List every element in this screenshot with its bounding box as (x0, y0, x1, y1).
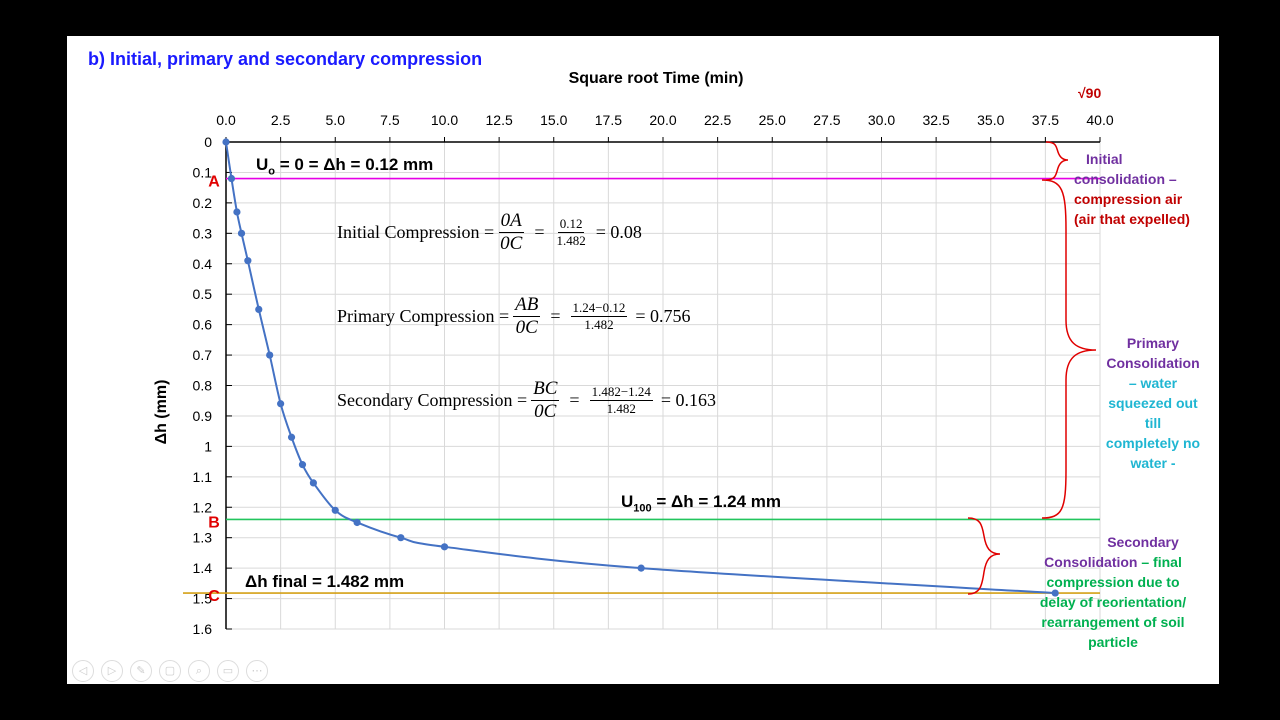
data-point (331, 506, 339, 514)
y-tick-label: 1.3 (193, 530, 213, 546)
x-tick-label: 25.0 (759, 112, 786, 128)
marker-letter-a: A (208, 174, 220, 191)
data-series (222, 138, 1059, 597)
x-tick-label: 10.0 (431, 112, 458, 128)
zoom-icon[interactable]: ⌕ (188, 660, 210, 682)
prev-icon[interactable]: ◁ (72, 660, 94, 682)
axis-labels: Square root Time (min) Δh (mm) √90 (153, 70, 1101, 444)
y-tick-label: 0 (204, 134, 212, 150)
data-point (440, 543, 449, 551)
slide-title: b) Initial, primary and secondary compre… (88, 49, 483, 69)
initial-consolidation-note: Initial consolidation – compression air … (1074, 151, 1190, 227)
data-point (222, 138, 230, 146)
x-tick-label: 27.5 (813, 112, 840, 128)
x-axis-label: Square root Time (min) (569, 70, 744, 87)
data-point (227, 174, 236, 183)
y-axis-label: Δh (mm) (153, 380, 170, 445)
secondary-compression-eq: Secondary Compression = BC 0C = 1.482−1.2… (337, 378, 717, 422)
primary-consolidation-note: Primary Consolidation – water squeezed o… (1105, 335, 1201, 471)
data-point (266, 351, 274, 359)
slides-icon[interactable]: ▢ (159, 660, 181, 682)
y-tick-label: 1.1 (193, 469, 213, 485)
chart-axes: 0.0 2.5 5.0 7.5 10.0 12.5 15.0 17.5 20.0 22.5 25.0… (193, 112, 1114, 637)
x-tick-label: 17.5 (595, 112, 622, 128)
y-tick-label: 1 (204, 438, 212, 454)
x-tick-label: 12.5 (486, 112, 513, 128)
reference-lines: A B C (183, 174, 1100, 605)
subtitle-icon[interactable]: ▭ (217, 660, 239, 682)
y-tick-label: 0.2 (193, 195, 213, 211)
y-tick-label: 1.5 (193, 591, 213, 607)
data-point (244, 257, 252, 265)
sqrt-90-label: √90 (1078, 85, 1101, 101)
data-point (287, 433, 296, 441)
data-point (255, 305, 263, 314)
slide-background (67, 36, 1219, 684)
marker-letter-c: C (208, 588, 220, 605)
next-icon[interactable]: ▷ (101, 660, 123, 682)
x-tick-label: 40.0 (1086, 112, 1113, 128)
y-tick-label: 0.4 (193, 256, 213, 272)
secondary-brace (967, 517, 1001, 595)
chart-grid (226, 142, 1101, 630)
y-tick-label: 0.6 (193, 317, 213, 333)
y-tick-label: 1.4 (193, 560, 213, 576)
u100-label: U100 = Δh = 1.24 mm (621, 492, 782, 515)
primary-brace (1041, 179, 1097, 519)
x-tick-label: 15.0 (540, 112, 567, 128)
secondary-consolidation-note: Secondary Consolidation – final compress… (1039, 534, 1187, 650)
data-point (237, 229, 246, 237)
data-point (233, 208, 241, 216)
x-tick-label: 32.5 (923, 112, 950, 128)
y-tick-label: 0.9 (193, 408, 213, 424)
data-point (637, 564, 645, 572)
initial-compression-eq: Initial Compression = 0A 0C = 0.12 1.482 =… (337, 210, 642, 254)
y-tick-label: 0.5 (193, 286, 213, 302)
y-tick-label: 1.6 (193, 621, 213, 637)
x-tick-label: 2.5 (271, 112, 291, 128)
x-tick-label: 35.0 (977, 112, 1004, 128)
u0-label: Uo = 0 = Δh = 0.12 mm (256, 155, 434, 178)
y-tick-label: 1.2 (193, 499, 213, 515)
braces (967, 141, 1097, 595)
primary-compression-eq: Primary Compression = AB 0C = 1.24−0.12 1.… (337, 294, 691, 338)
more-icon[interactable]: ⋯ (246, 660, 268, 682)
presentation-toolbar[interactable]: ◁ ▷ ✎ ▢ ⌕ ▭ ⋯ (72, 660, 268, 682)
x-tick-label: 7.5 (380, 112, 400, 128)
y-tick-label: 0.3 (193, 225, 213, 241)
x-tick-label: 5.0 (326, 112, 346, 128)
x-tick-label: 22.5 (704, 112, 731, 128)
x-tick-label: 20.0 (649, 112, 676, 128)
data-point (277, 400, 285, 408)
marker-letter-b: B (208, 514, 220, 531)
y-tick-label: 0.7 (193, 347, 213, 363)
x-tick-label: 37.5 (1032, 112, 1059, 128)
x-tick-label: 30.0 (868, 112, 895, 128)
data-point (309, 479, 317, 487)
data-point (353, 518, 361, 527)
final-label: Δh final = 1.482 mm (245, 572, 405, 591)
data-point (1051, 589, 1059, 597)
y-tick-label: 0.1 (193, 164, 213, 180)
y-tick-label: 0.8 (193, 378, 213, 394)
initial-brace (1045, 141, 1069, 181)
x-tick-label: 0.0 (216, 112, 236, 128)
pen-icon[interactable]: ✎ (130, 660, 152, 682)
data-point (397, 534, 405, 542)
data-point (298, 461, 307, 469)
